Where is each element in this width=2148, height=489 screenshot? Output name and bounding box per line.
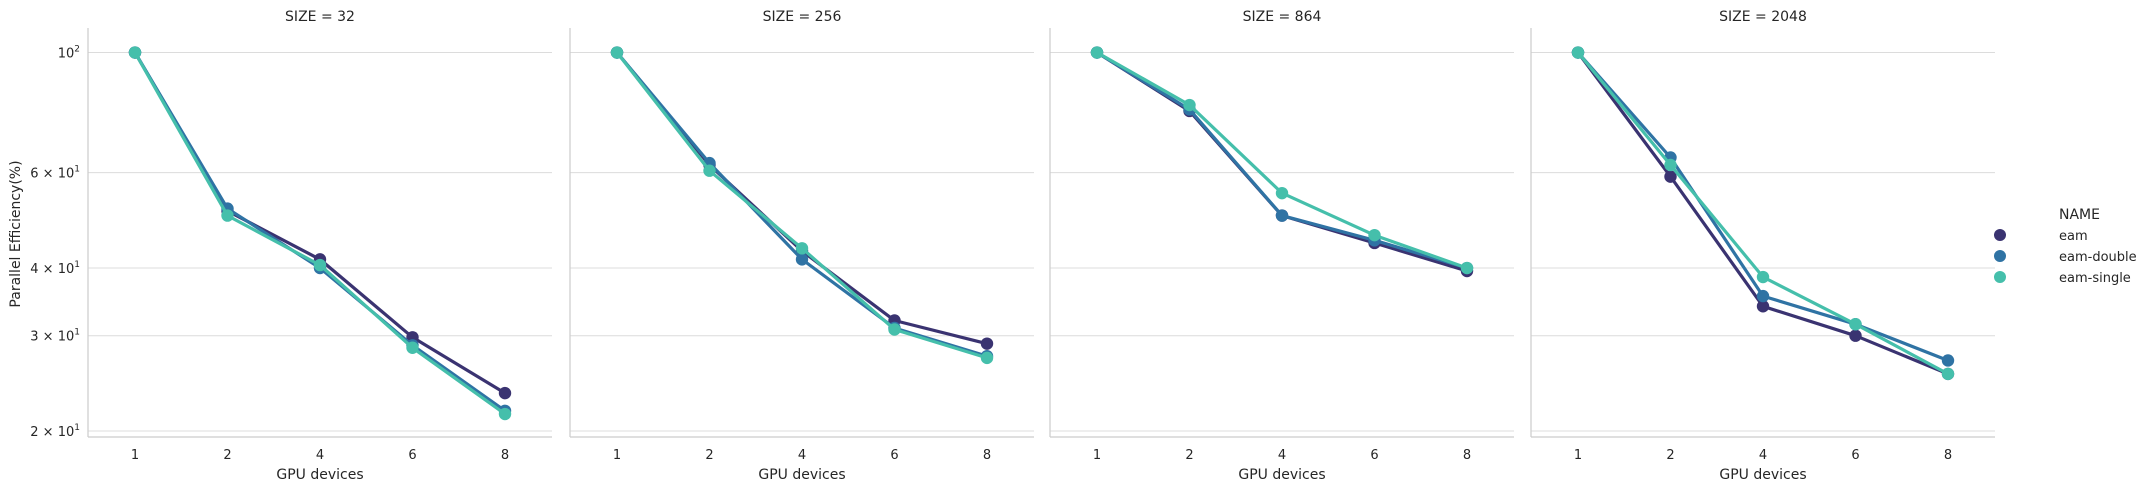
x-tick-label: 8 (983, 448, 991, 463)
panel-title: SIZE = 256 (763, 9, 842, 25)
y-tick-base: 3 × 10 (30, 330, 74, 345)
x-axis-label: GPU devices (276, 467, 363, 483)
data-point (1368, 228, 1381, 242)
data-point (1275, 209, 1289, 222)
data-point (1664, 170, 1677, 183)
panel-title: SIZE = 32 (285, 9, 355, 25)
x-tick-label: 1 (1093, 448, 1101, 463)
x-tick-label: 6 (890, 448, 898, 463)
legend-title: NAME (2059, 207, 2100, 223)
x-tick-label: 2 (705, 448, 713, 463)
facet-panel: SIZE = 864 1 2 4 6 8 GPU devices (1049, 9, 1514, 483)
y-tick-base: 10 (58, 47, 75, 62)
x-tick-label: 4 (1278, 448, 1286, 463)
data-point (1756, 289, 1770, 303)
data-point (980, 337, 994, 350)
data-point (313, 258, 327, 272)
y-tick-exponent: 1 (74, 423, 80, 433)
y-tick-exponent: 1 (74, 165, 80, 175)
data-point (1756, 270, 1770, 284)
panel-title: SIZE = 864 (1243, 9, 1322, 25)
data-point (1183, 98, 1196, 112)
y-tick-label: 2 × 101 (30, 423, 80, 440)
legend-marker (1994, 229, 2006, 241)
data-point (795, 242, 809, 255)
y-tick-exponent: 1 (74, 260, 80, 270)
x-tick-label: 8 (501, 448, 509, 463)
x-tick-label: 1 (131, 448, 139, 463)
x-axis-label: GPU devices (1238, 467, 1325, 483)
data-point (1664, 158, 1677, 172)
x-tick-label: 6 (1851, 448, 1859, 463)
series-line (615, 51, 988, 358)
data-point (980, 351, 994, 365)
facet-panel: SIZE = 256 1 2 4 6 8 GPU devices (569, 9, 1034, 483)
data-point (610, 46, 624, 59)
series-line (615, 51, 988, 360)
data-point (1275, 186, 1289, 200)
data-point (1849, 318, 1862, 331)
x-tick-label: 4 (316, 448, 324, 463)
x-tick-label: 4 (798, 448, 806, 463)
legend-marker (1994, 250, 2006, 262)
data-point (1941, 367, 1955, 381)
data-point (703, 164, 716, 177)
x-axis-label: GPU devices (758, 467, 845, 483)
legend-marker (1994, 271, 2006, 283)
y-tick-exponent: 1 (74, 328, 80, 338)
y-tick-base: 4 × 10 (30, 262, 74, 277)
data-point (1090, 46, 1104, 59)
data-point (221, 209, 234, 222)
x-tick-label: 2 (1666, 448, 1674, 463)
series-line (1576, 51, 1949, 376)
data-point (888, 323, 901, 336)
y-tick-base: 6 × 10 (30, 167, 74, 182)
data-point (1460, 261, 1474, 275)
data-point (795, 253, 809, 266)
series-line (1576, 51, 1949, 362)
y-tick-exponent: 2 (74, 45, 80, 55)
series-line (133, 51, 506, 413)
x-tick-label: 2 (223, 448, 231, 463)
y-tick-label: 3 × 101 (30, 328, 80, 345)
y-tick-label: 6 × 101 (30, 165, 80, 182)
data-point (1571, 46, 1585, 59)
y-tick-label: 4 × 101 (30, 260, 80, 277)
legend-label: eam-single (2059, 271, 2131, 286)
series-line (133, 51, 506, 395)
legend: NAME eam eam-double eam-single (1994, 207, 2137, 286)
data-point (406, 341, 419, 354)
legend-label: eam-double (2059, 250, 2137, 265)
x-tick-label: 8 (1944, 448, 1952, 463)
x-tick-label: 2 (1185, 448, 1193, 463)
series-line (615, 51, 988, 346)
data-point (128, 46, 142, 59)
x-tick-label: 1 (1574, 448, 1582, 463)
x-tick-label: 6 (1370, 448, 1378, 463)
y-axis-label: Parallel Efficiency(%) (8, 160, 24, 307)
data-point (498, 386, 512, 400)
data-point (1849, 329, 1862, 342)
x-tick-label: 6 (408, 448, 416, 463)
x-tick-label: 8 (1463, 448, 1471, 463)
y-tick-label: 102 (58, 45, 80, 62)
x-axis-label: GPU devices (1719, 467, 1806, 483)
data-point (498, 407, 512, 421)
series-line (1096, 51, 1468, 270)
x-tick-label: 4 (1759, 448, 1767, 463)
data-point (1941, 354, 1955, 367)
series-line (1576, 51, 1949, 376)
data-point (1756, 300, 1770, 313)
panel-title: SIZE = 2048 (1719, 9, 1807, 25)
x-tick-label: 1 (613, 448, 621, 463)
legend-label: eam (2059, 229, 2088, 244)
facet-panel: SIZE = 2048 1 2 4 6 8 GPU devices (1530, 9, 1995, 483)
y-tick-base: 2 × 10 (30, 425, 74, 440)
